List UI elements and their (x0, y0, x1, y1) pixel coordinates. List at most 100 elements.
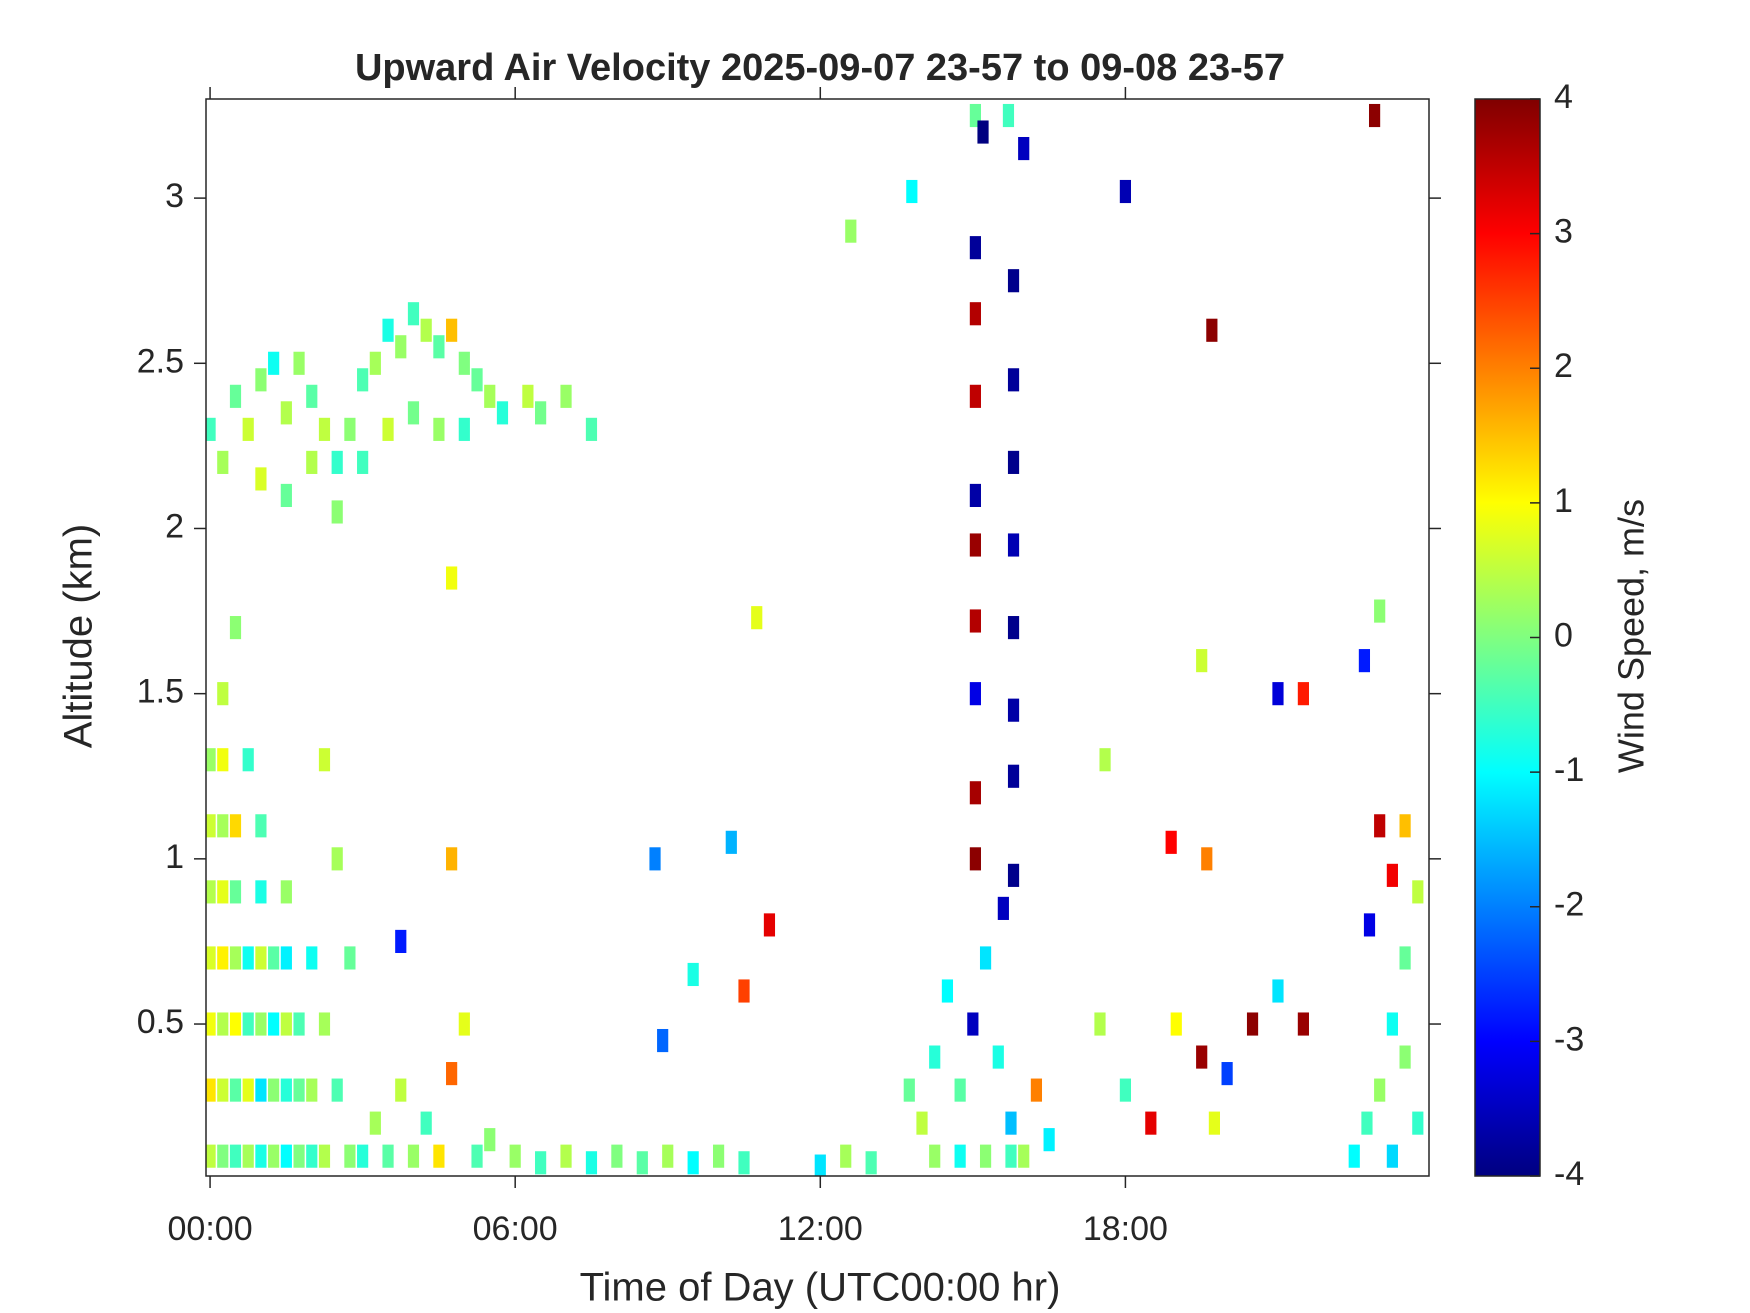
cell (229, 384, 242, 408)
y-tick-label: 2.5 (137, 342, 184, 380)
colorbar (1474, 98, 1541, 1177)
cell (969, 384, 981, 408)
cell (344, 946, 356, 970)
cell (217, 1144, 229, 1168)
cell (969, 533, 981, 557)
cell (344, 417, 356, 441)
cell (357, 1144, 369, 1168)
colorbar-tick-label: 2 (1554, 347, 1573, 385)
cell (969, 781, 981, 805)
cell (229, 814, 242, 838)
cell (738, 1151, 750, 1175)
cell (293, 1012, 305, 1036)
cell (941, 979, 954, 1003)
cell (1386, 1144, 1398, 1168)
cell (1272, 682, 1284, 706)
cell (229, 1012, 242, 1036)
cell (1099, 748, 1111, 772)
cell (280, 946, 292, 970)
cell (1386, 1012, 1398, 1036)
cell (255, 1012, 267, 1036)
cell (1005, 1111, 1017, 1135)
cell (662, 1144, 674, 1168)
cell (969, 847, 981, 871)
cell (969, 609, 981, 633)
cell (1374, 1078, 1386, 1102)
cell (217, 1012, 229, 1036)
cell (382, 1144, 394, 1168)
cell (242, 1144, 254, 1168)
cell (331, 450, 343, 474)
cell (1007, 698, 1020, 722)
cell (1221, 1062, 1233, 1086)
cell (929, 1144, 941, 1168)
cell (1007, 450, 1020, 474)
cell (1368, 103, 1381, 128)
cell (293, 351, 305, 375)
cell (306, 1078, 318, 1102)
cell (560, 384, 572, 408)
cell (969, 682, 981, 706)
cell (306, 450, 318, 474)
x-tick-label: 18:00 (1083, 1210, 1168, 1248)
cell (903, 1078, 915, 1102)
cell (738, 979, 750, 1003)
cell (471, 368, 483, 392)
cell (242, 748, 254, 772)
cell (535, 401, 547, 425)
colorbar-tick-label: -2 (1554, 886, 1584, 924)
cell (969, 103, 981, 128)
x-tick-label: 06:00 (473, 1210, 558, 1248)
cell (280, 1012, 292, 1036)
cell (509, 1144, 521, 1168)
cell (1358, 649, 1371, 673)
cell (496, 401, 509, 425)
cell (845, 219, 857, 243)
x-tick-label: 12:00 (778, 1210, 863, 1248)
cell (357, 450, 369, 474)
cell (268, 946, 280, 970)
cell (687, 1151, 699, 1175)
cell (954, 1078, 966, 1102)
cell (217, 814, 229, 838)
cell (280, 1078, 292, 1102)
cell (1119, 179, 1132, 204)
cell (1412, 880, 1424, 904)
cell (395, 1078, 407, 1102)
cell (967, 1012, 979, 1036)
cell (280, 1144, 292, 1168)
cell (268, 1078, 280, 1102)
cell (420, 1111, 432, 1135)
colorbar-tick-label: 1 (1554, 482, 1573, 520)
cell (1007, 863, 1020, 887)
cell (369, 1111, 381, 1135)
cell (407, 401, 420, 425)
cell (217, 880, 229, 904)
cell (229, 946, 242, 970)
cell (318, 1012, 331, 1036)
cell (954, 1144, 966, 1168)
cell (1030, 1078, 1043, 1102)
cell (255, 1144, 267, 1168)
colorbar-tick-label: -1 (1554, 751, 1584, 789)
cell (255, 814, 267, 838)
cell (206, 814, 216, 838)
cell (242, 417, 254, 441)
cell (1297, 1012, 1309, 1036)
cell (1374, 814, 1386, 838)
cell (446, 847, 458, 871)
cell (255, 880, 267, 904)
cell (318, 417, 331, 441)
cell (484, 1128, 496, 1152)
cell (1005, 1144, 1017, 1168)
cell (1094, 1012, 1106, 1036)
cell (433, 417, 445, 441)
cell (306, 1144, 318, 1168)
cell (1119, 1078, 1132, 1102)
y-tick-label: 1 (165, 838, 184, 876)
cell (331, 1078, 343, 1102)
y-axis-label: Altitude (km) (57, 524, 101, 749)
cell (1007, 533, 1020, 557)
cell (458, 351, 470, 375)
cells (206, 103, 1424, 1176)
